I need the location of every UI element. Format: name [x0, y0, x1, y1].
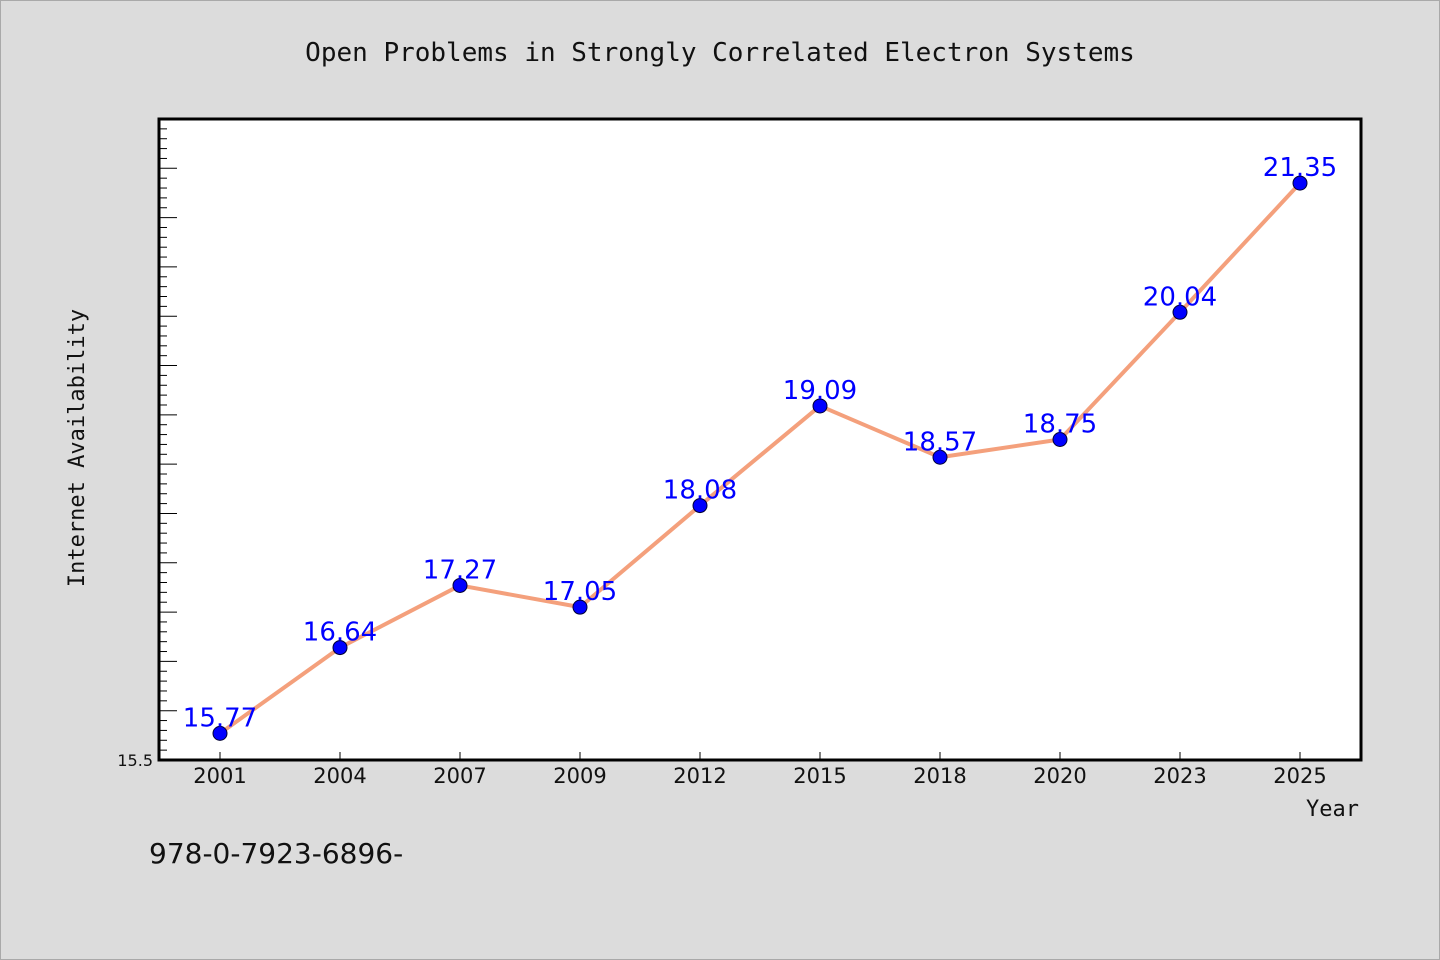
y-axis-ticks: 15.5: [117, 128, 177, 770]
series-layer: [212, 175, 1308, 741]
data-point: [692, 498, 708, 514]
x-tick-label: 2007: [433, 764, 486, 788]
data-point: [572, 599, 588, 615]
x-tick-label: 2018: [913, 764, 966, 788]
chart-title: Open Problems in Strongly Correlated Ele…: [305, 38, 1135, 68]
data-point: [212, 725, 228, 741]
x-axis-label: Year: [1306, 797, 1359, 822]
data-point: [812, 398, 828, 414]
x-tick-label: 2015: [793, 764, 846, 788]
x-tick-label: 2009: [553, 764, 606, 788]
x-tick-label: 2023: [1153, 764, 1206, 788]
data-label: 15.77: [183, 703, 257, 733]
data-point: [1052, 432, 1068, 447]
x-tick-label: 2012: [673, 764, 726, 788]
data-label: 18.57: [903, 427, 977, 457]
data-label-layer: 15.77 16.64 17.27 17.05 18.08 19.09 18.57 18.75…: [183, 153, 1337, 733]
data-label: 17.05: [543, 577, 617, 607]
data-label: 19.09: [783, 376, 857, 406]
data-point: [1172, 304, 1188, 320]
x-axis-ticks: 2001 2004 2007 2009 2012 2015 2018 2020 2023 2025: [193, 752, 1327, 788]
data-point: [332, 640, 348, 656]
data-point: [452, 577, 468, 593]
data-label: 20.04: [1143, 282, 1217, 312]
data-label: 18.08: [663, 476, 737, 506]
x-tick-label: 2004: [313, 764, 366, 788]
isbn-footer-text: 978-0-7923-6896-: [149, 837, 403, 870]
series-line: [218, 181, 1302, 736]
data-label: 21.35: [1263, 153, 1337, 183]
data-label: 16.64: [303, 618, 377, 648]
plot-area: [157, 117, 1363, 762]
data-label: 18.75: [1023, 410, 1097, 440]
x-tick-label: 2025: [1273, 764, 1326, 788]
x-tick-label: 2020: [1033, 764, 1086, 788]
data-point: [1292, 175, 1308, 191]
data-point: [932, 449, 948, 465]
x-tick-label: 2001: [193, 764, 246, 788]
y-axis-label: Internet Availability: [65, 309, 90, 587]
y-tick-label: 15.5: [117, 751, 153, 770]
data-label: 17.27: [423, 555, 497, 585]
